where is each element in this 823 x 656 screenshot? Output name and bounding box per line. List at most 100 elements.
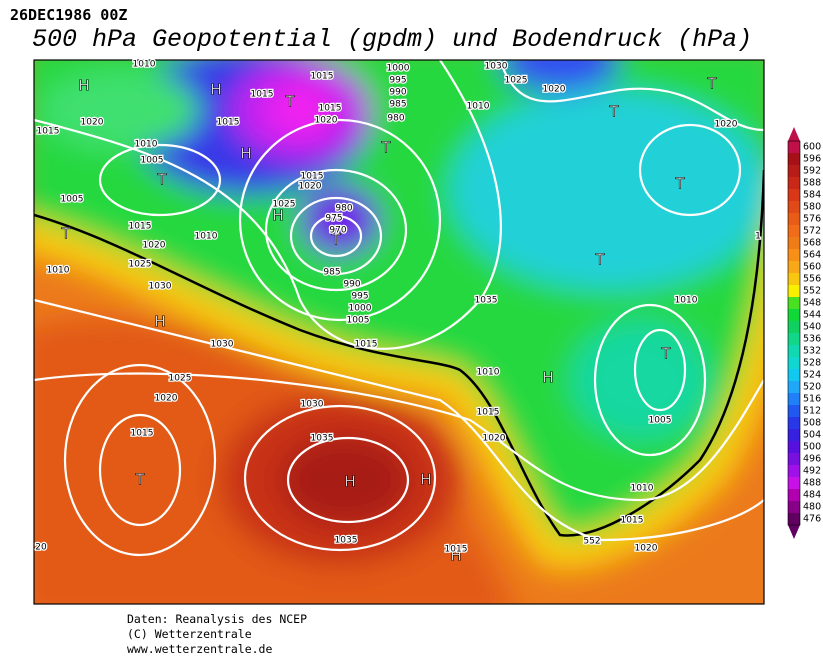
isobar-label: 1015 — [355, 340, 378, 350]
pressure-center: T — [330, 231, 341, 249]
isobar-label: 1015 — [319, 104, 342, 114]
isobar-label: 990 — [389, 88, 406, 98]
colorbar-label: 568 — [803, 238, 821, 249]
colorbar-arrow-bottom — [788, 525, 800, 539]
pressure-center: T — [660, 345, 671, 363]
colorbar-label: 508 — [803, 418, 821, 429]
colorbar-swatch — [788, 393, 800, 405]
pressure-center: T — [60, 225, 71, 243]
isobar-label: 1020 — [155, 394, 178, 404]
colorbar-swatch — [788, 441, 800, 453]
colorbar-swatch — [788, 429, 800, 441]
colorbar-label: 544 — [803, 310, 821, 321]
isobar-label: 990 — [343, 280, 360, 290]
isobar-label: 1020 — [715, 120, 738, 130]
colorbar-label: 536 — [803, 334, 821, 345]
isobar-label: 1030 — [149, 282, 172, 292]
date: 26DEC1986 00Z — [10, 6, 127, 24]
colorbar-swatch — [788, 501, 800, 513]
isobar-label: 1025 — [169, 374, 192, 384]
colorbar-label: 540 — [803, 322, 821, 333]
isobar-label: 1035 — [311, 434, 334, 444]
colorbar-swatch — [788, 345, 800, 357]
colorbar-label: 512 — [803, 406, 821, 417]
isobar-label: 1015 — [217, 118, 240, 128]
isobar-label: 1030 — [301, 400, 324, 410]
pressure-center: T — [380, 139, 391, 157]
colorbar-label: 488 — [803, 478, 821, 489]
colorbar: 6005965925885845805765725685645605565525… — [787, 127, 821, 539]
colorbar-swatch — [788, 249, 800, 261]
colorbar-swatch — [788, 297, 800, 309]
footer-line: www.wetterzentrale.de — [127, 642, 272, 656]
colorbar-swatch — [788, 405, 800, 417]
pressure-center: H — [240, 145, 251, 163]
isobar-label: 1 — [755, 232, 761, 242]
isobar-label: 970 — [329, 226, 346, 236]
map-frame — [33, 59, 765, 605]
pressure-center: T — [674, 175, 685, 193]
isobar-label: 1020 — [483, 434, 506, 444]
pressure-center: T — [706, 75, 717, 93]
colorbar-swatch — [788, 369, 800, 381]
colorbar-frame — [787, 140, 801, 526]
isobar-label: 1005 — [61, 195, 84, 205]
isobar-label: 1010 — [631, 484, 654, 494]
colorbar-swatch — [788, 201, 800, 213]
isobar-label: 1005 — [141, 156, 164, 166]
isobar-label: 1025 — [129, 260, 152, 270]
isobar-label: 1015 — [477, 408, 500, 418]
isobar-label: 995 — [389, 76, 406, 86]
colorbar-swatch — [788, 477, 800, 489]
isobar-label: 1025 — [273, 200, 296, 210]
colorbar-label: 588 — [803, 178, 821, 189]
colorbar-swatch — [788, 381, 800, 393]
colorbar-label: 580 — [803, 202, 821, 213]
isobar-label: 1000 — [349, 304, 372, 314]
colorbar-swatch — [788, 417, 800, 429]
colorbar-swatch — [788, 141, 800, 153]
isobar-label: 985 — [323, 268, 340, 278]
pressure-center: H — [542, 369, 553, 387]
colorbar-swatch — [788, 321, 800, 333]
colorbar-swatch — [788, 153, 800, 165]
pressure-center: T — [284, 93, 295, 111]
isobar-label: 1015 — [621, 516, 644, 526]
isobar-label: 975 — [325, 214, 342, 224]
isobar-label: 1015 — [301, 172, 324, 182]
colorbar-swatch — [788, 189, 800, 201]
colorbar-swatch — [788, 513, 800, 525]
isobar-label: 1015 — [129, 222, 152, 232]
colorbar-swatch — [788, 237, 800, 249]
colorbar-label: 524 — [803, 370, 821, 381]
colorbar-swatch — [788, 333, 800, 345]
colorbar-label: 480 — [803, 502, 821, 513]
colorbar-swatch — [788, 261, 800, 273]
footer-line: Daten: Reanalysis des NCEP — [127, 612, 307, 626]
isobar-label: 1020 — [635, 544, 658, 554]
isobar-label: 1035 — [335, 536, 358, 546]
pressure-center: H — [272, 207, 283, 225]
colorbar-label: 592 — [803, 166, 821, 177]
colorbar-label: 556 — [803, 274, 821, 285]
isobar-label: 1015 — [311, 72, 334, 82]
colorbar-swatch — [788, 357, 800, 369]
pressure-center: T — [608, 103, 619, 121]
line-552 — [34, 169, 764, 537]
isobar-label: 980 — [387, 114, 404, 124]
isobar-label: 1010 — [675, 296, 698, 306]
colorbar-swatch — [788, 177, 800, 189]
isobar-label: 1015 — [445, 545, 468, 555]
isobar-label: 1015 — [131, 429, 154, 439]
isobar-label: 1020 — [299, 182, 322, 192]
isobar-label: 1020 — [543, 85, 566, 95]
pressure-center: H — [450, 547, 461, 565]
colorbar-label: 548 — [803, 298, 821, 309]
colorbar-label: 496 — [803, 454, 821, 465]
isobar-label: 1015 — [37, 127, 60, 137]
colorbar-arrow-top — [788, 127, 800, 141]
isobar-label: 985 — [389, 100, 406, 110]
colorbar-label: 552 — [803, 286, 821, 297]
isobar-label: 1010 — [47, 266, 70, 276]
